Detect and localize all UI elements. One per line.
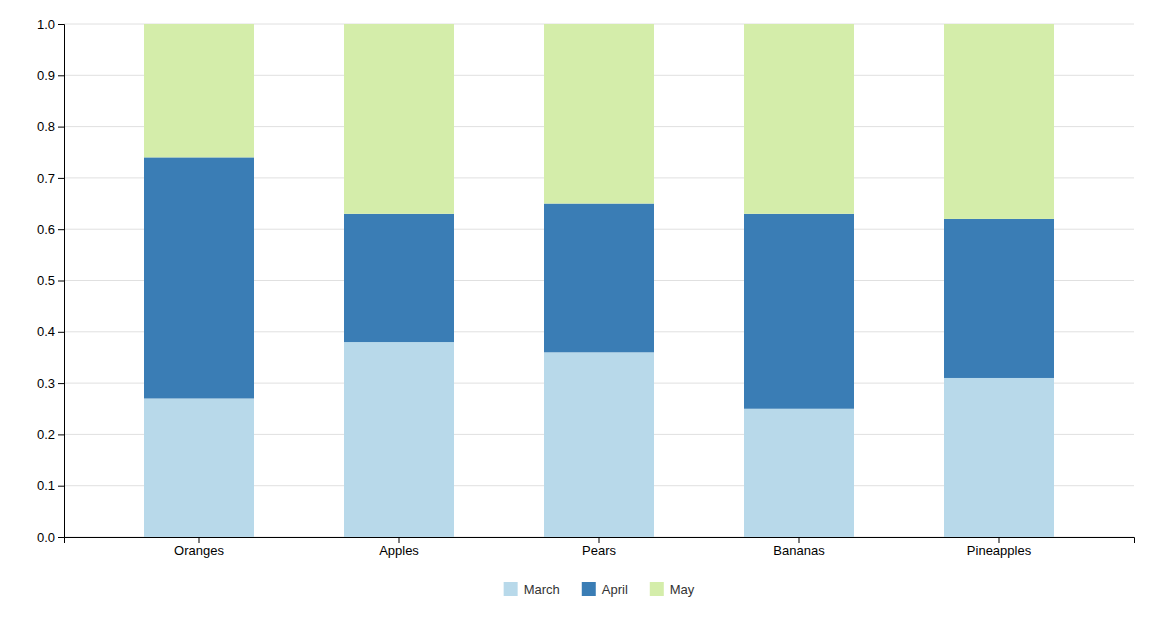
tick-label: Pineapples: [967, 543, 1032, 558]
tick-mark: [58, 281, 64, 282]
grid: [64, 24, 1134, 537]
bar-segment: [944, 24, 1054, 219]
bar-segment: [944, 378, 1054, 537]
tick: 0.8: [37, 119, 64, 134]
tick-label: Oranges: [174, 543, 224, 558]
tick-mark: [58, 383, 64, 384]
tick-mark: [599, 537, 600, 543]
bar-segment: [544, 204, 654, 353]
tick: Pineapples: [967, 537, 1032, 558]
tick-mark: [58, 75, 64, 76]
bar-series: [144, 342, 1054, 537]
tick-mark: [999, 537, 1000, 543]
legend-item: April: [582, 582, 628, 597]
tick-mark: [58, 434, 64, 435]
bar-segment: [144, 24, 254, 157]
chart: 0.0 0.1 0.2 0.3 0.4 0.5 0.6 0.7 0.8 0.9 1.0 Oranges…: [0, 0, 1170, 627]
tick-mark: [199, 537, 200, 543]
tick-mark: [58, 24, 64, 25]
tick: 0.4: [37, 324, 64, 339]
tick-label: Bananas: [773, 543, 825, 558]
bar-segment: [544, 24, 654, 204]
x-axis: Oranges Apples Pears Bananas Pineapples: [65, 537, 1135, 558]
tick-label: Apples: [379, 543, 419, 558]
tick: 0.0: [37, 530, 64, 545]
bar-segment: [344, 342, 454, 537]
bar-segment: [144, 398, 254, 537]
tick: 0.9: [37, 68, 64, 83]
tick: Pears: [582, 537, 616, 558]
tick: 0.7: [37, 171, 64, 186]
tick-mark: [58, 178, 64, 179]
legend: March April May: [504, 582, 695, 597]
bar-segment: [544, 352, 654, 537]
bar-segment: [944, 219, 1054, 378]
tick-mark: [799, 537, 800, 543]
legend-swatch: [650, 582, 664, 596]
tick-label: 0.8: [37, 119, 55, 134]
tick-label: 0.1: [37, 478, 55, 493]
axis-line: [58, 25, 65, 538]
tick: Apples: [379, 537, 419, 558]
bar-segment: [744, 214, 854, 409]
tick-label: 0.3: [37, 376, 55, 391]
tick-label: Pears: [582, 543, 616, 558]
tick-label: 0.9: [37, 68, 55, 83]
legend-label: April: [602, 582, 628, 597]
tick: 0.6: [37, 222, 64, 237]
y-axis: 0.0 0.1 0.2 0.3 0.4 0.5 0.6 0.7 0.8 0.9 1.0: [37, 17, 65, 545]
legend-label: May: [670, 582, 695, 597]
plot: 0.0 0.1 0.2 0.3 0.4 0.5 0.6 0.7 0.8 0.9 1.0 Oranges…: [37, 17, 1135, 559]
tick-mark: [58, 229, 64, 230]
bar-segment: [744, 24, 854, 214]
tick-mark: [58, 537, 64, 538]
bar-segment: [344, 214, 454, 342]
bars: [144, 24, 1054, 537]
tick: Bananas: [773, 537, 825, 558]
tick-label: 0.0: [37, 530, 55, 545]
tick: 0.2: [37, 427, 64, 442]
tick-mark: [58, 486, 64, 487]
tick-label: 0.4: [37, 324, 55, 339]
tick-label: 1.0: [37, 17, 55, 32]
legend-item: March: [504, 582, 560, 597]
tick: 0.3: [37, 376, 64, 391]
tick-label: 0.2: [37, 427, 55, 442]
bar-segment: [144, 157, 254, 398]
tick: 0.5: [37, 273, 64, 288]
tick-label: 0.6: [37, 222, 55, 237]
legend-label: March: [524, 582, 560, 597]
bar-segment: [344, 24, 454, 214]
bar-series: [144, 24, 1054, 219]
axis-line: [65, 538, 1135, 544]
tick: 0.1: [37, 478, 64, 493]
tick-mark: [58, 127, 64, 128]
bar-segment: [744, 409, 854, 537]
legend-swatch: [582, 582, 596, 596]
tick-mark: [58, 332, 64, 333]
tick-mark: [399, 537, 400, 543]
tick-label: 0.7: [37, 171, 55, 186]
tick: Oranges: [174, 537, 224, 558]
legend-swatch: [504, 582, 518, 596]
legend-item: May: [650, 582, 695, 597]
tick-label: 0.5: [37, 273, 55, 288]
tick: 1.0: [37, 17, 64, 32]
